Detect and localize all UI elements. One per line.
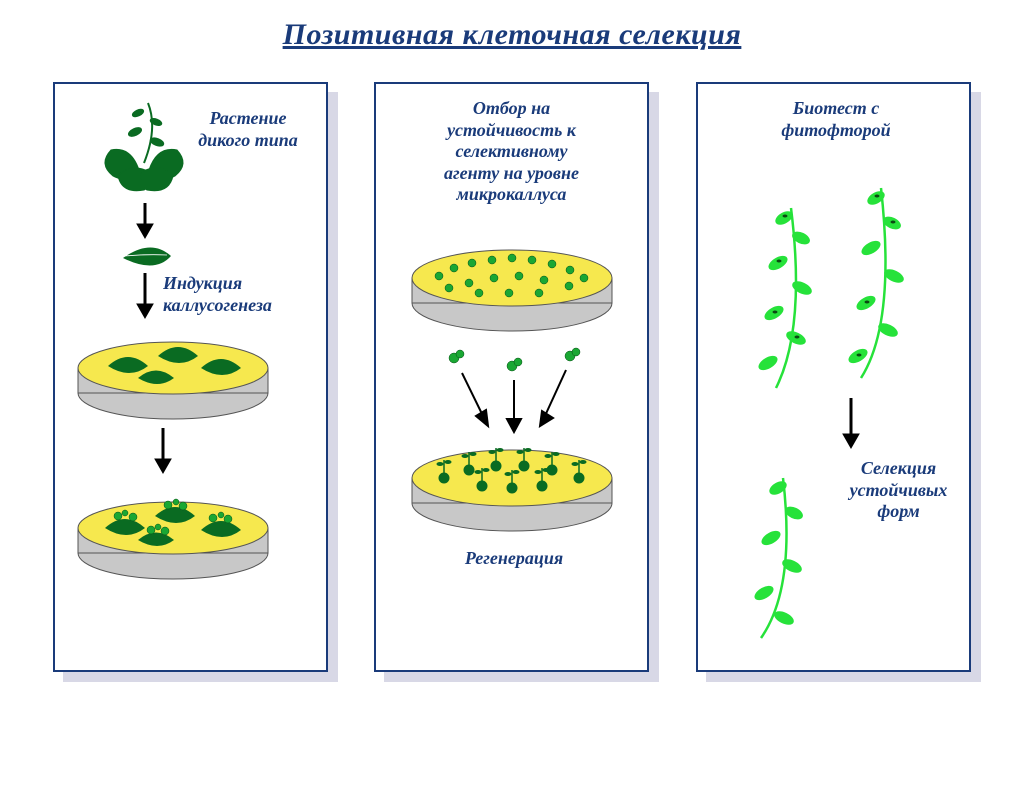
resistant-plant bbox=[753, 478, 804, 638]
panel2-label1: Отбор на устойчивость к селективному аге… bbox=[404, 98, 619, 206]
panel3-label1: Биотест с фитофторой bbox=[746, 98, 926, 141]
panels-row: Растение дикого типа bbox=[0, 82, 1024, 672]
panel-3: Биотест с фитофторой bbox=[696, 82, 971, 672]
panel3-label2: Селекция устойчивых форм bbox=[836, 458, 961, 523]
panel-1-graphic: Растение дикого типа bbox=[63, 98, 318, 656]
falling-microcalli bbox=[449, 348, 580, 432]
petri-dish-leaves bbox=[78, 342, 268, 419]
wild-plant-icon bbox=[105, 103, 183, 191]
panel-3-wrap: Биотест с фитофторой bbox=[696, 82, 971, 672]
arrow-3 bbox=[155, 428, 171, 473]
leaf-explant-icon bbox=[123, 247, 171, 265]
panel-1-wrap: Растение дикого типа bbox=[53, 82, 328, 672]
panel-2-graphic: Отбор на устойчивость к селективному аге… bbox=[384, 98, 639, 656]
petri-dish-callus bbox=[78, 499, 268, 579]
arrow-4 bbox=[843, 398, 859, 448]
panel-3-graphic: Биотест с фитофторой bbox=[706, 98, 961, 656]
arrow-1 bbox=[137, 203, 153, 238]
page-title: Позитивная клеточная селекция bbox=[0, 18, 1024, 52]
panel-2: Отбор на устойчивость к селективному аге… bbox=[374, 82, 649, 672]
panel2-label2: Регенерация bbox=[444, 548, 584, 570]
dish-regeneration bbox=[412, 448, 612, 531]
panel-2-wrap: Отбор на устойчивость к селективному аге… bbox=[374, 82, 649, 672]
panel1-label2: Индукция каллусогенеза bbox=[163, 273, 313, 316]
panel-1: Растение дикого типа bbox=[53, 82, 328, 672]
arrow-2 bbox=[137, 273, 153, 318]
biotest-plants bbox=[757, 188, 905, 388]
dish-microcallus bbox=[412, 250, 612, 331]
panel1-label1: Растение дикого типа bbox=[183, 108, 313, 151]
